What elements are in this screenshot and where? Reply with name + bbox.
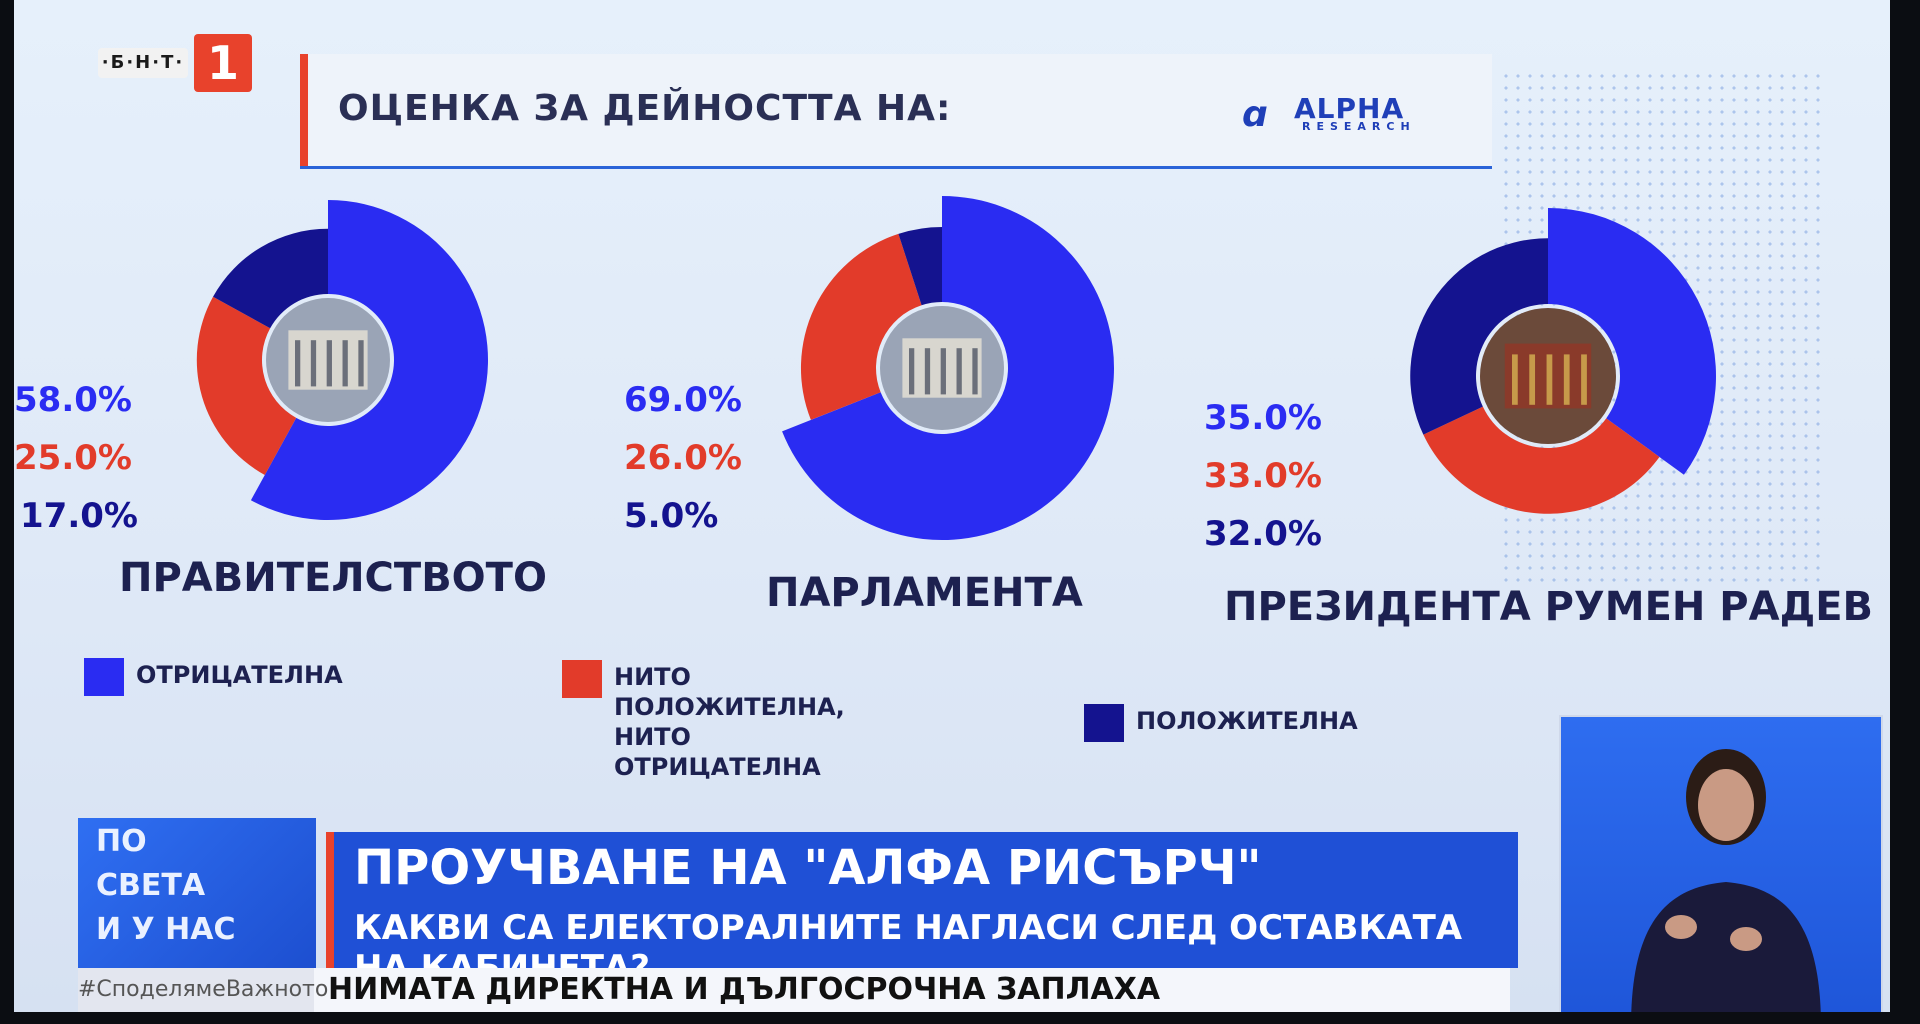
donut-charts-svg [196, 196, 1716, 540]
crawl-bar: #СподелямеВажното НИМАТА ДИРЕКТНА И ДЪЛГ… [78, 968, 1510, 1012]
chart-3-slice-1 [1548, 208, 1716, 475]
hashtag-label: #СподелямеВажното [78, 968, 328, 1012]
channel-logo-text: ·Б·Н·Т· [98, 48, 188, 78]
chart-2-center-photo [880, 306, 1004, 430]
chart-3-slice-2 [1423, 406, 1660, 514]
channel-logo: ·Б·Н·Т· 1 [98, 34, 258, 98]
show-logo: ПО СВЕТА И У НАС [78, 818, 316, 968]
alpha-logo-sub: RESEARCH [1302, 120, 1416, 133]
alpha-logo-icon: ɑ [1242, 94, 1268, 135]
chart-3-slice-3 [1410, 238, 1548, 435]
chart-2-value-label-1: 69.0% [624, 380, 742, 420]
chart-2-slice-2 [800, 233, 922, 420]
show-logo-line-2: СВЕТА [96, 868, 206, 903]
chart-1-value-label-2: 25.0% [14, 438, 132, 478]
page-title: ОЦЕНКА ЗА ДЕЙНОСТТА НА: [338, 88, 952, 129]
ticker-headline-box: ПРОУЧВАНЕ НА "АЛФА РИСЪРЧ" КАКВИ СА ЕЛЕК… [326, 832, 1518, 988]
show-logo-line-1: ПО [96, 824, 147, 859]
news-ticker: ПО СВЕТА И У НАС ПРОУЧВАНЕ НА "АЛФА РИСЪ… [78, 818, 1518, 988]
chart-1-title: ПРАВИТЕЛСТВОТО [119, 555, 547, 601]
crawl-text: НИМАТА ДИРЕКТНА И ДЪЛГОСРОЧНА ЗАПЛАХА [328, 972, 1161, 1007]
tv-screen: ·Б·Н·Т· 1 ОЦЕНКА ЗА ДЕЙНОСТТА НА: ɑ ALPH… [14, 0, 1890, 1012]
chart-1-slice-3 [213, 228, 328, 329]
chart-2-slice-1 [782, 196, 1114, 540]
ticker-headline: ПРОУЧВАНЕ НА "АЛФА РИСЪРЧ" [354, 840, 1262, 896]
show-logo-line-3: И У НАС [96, 912, 236, 947]
legend-swatch-2 [562, 660, 602, 698]
alpha-research-logo: ɑ ALPHA RESEARCH [1242, 90, 1462, 140]
channel-logo-number: 1 [194, 34, 252, 92]
legend-label-2: НИТО ПОЛОЖИТЕЛНА, НИТО ОТРИЦАТЕЛНА [614, 663, 845, 781]
chart-1-center-photo [266, 298, 390, 422]
chart-3-title: ПРЕЗИДЕНТА РУМЕН РАДЕВ [1224, 584, 1874, 630]
chart-header: ОЦЕНКА ЗА ДЕЙНОСТТА НА: ɑ ALPHA RESEARCH [300, 54, 1492, 169]
chart-1-slice-1 [250, 200, 488, 520]
charts-area: 58.0% 25.0% 17.0% ПРАВИТЕЛСТВОТО 69.0% 26.0% 5… [14, 0, 1890, 700]
chart-1-value-label-3: 17.0% [20, 496, 138, 536]
chart-3-center-photo [1480, 308, 1616, 444]
chart-2-slice-3 [898, 226, 942, 306]
legend-label-1: ОТРИЦАТЕЛНА [136, 661, 343, 689]
legend-swatch-1 [84, 658, 124, 696]
sign-language-interpreter [1559, 715, 1883, 1012]
chart-2-value-label-3: 5.0% [624, 496, 719, 536]
alpha-logo-name: ALPHA [1294, 92, 1405, 125]
legend-swatch-3 [1084, 704, 1124, 742]
legend-label-3: ПОЛОЖИТЕЛНА [1136, 707, 1358, 735]
chart-1-value-label-1: 58.0% [14, 380, 132, 420]
header-accent-stripe [300, 54, 308, 166]
chart-3-value-label-3: 32.0% [1204, 514, 1322, 554]
chart-2-title: ПАРЛАМЕНТА [766, 570, 1083, 616]
chart-3-value-label-1: 35.0% [1204, 398, 1322, 438]
chart-1-slice-2 [196, 296, 297, 475]
chart-3-value-label-2: 33.0% [1204, 456, 1322, 496]
chart-2-value-label-2: 26.0% [624, 438, 742, 478]
